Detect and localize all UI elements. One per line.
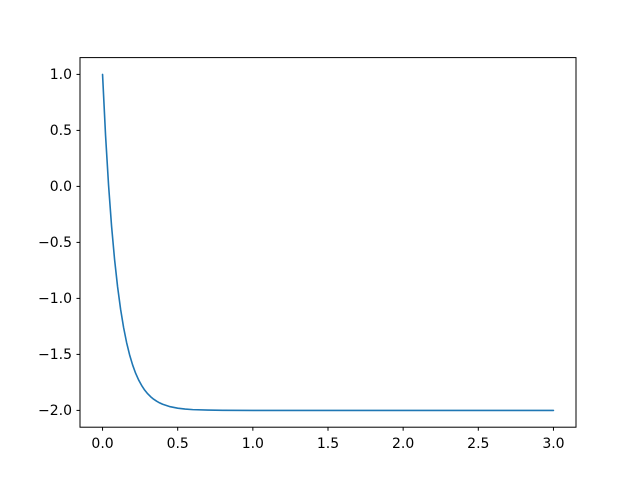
x-tick-label: 1.0 xyxy=(242,436,264,452)
x-tick-label: 2.5 xyxy=(467,436,489,452)
y-tick-label: 0.5 xyxy=(50,123,72,139)
x-tick-label: 1.5 xyxy=(317,436,339,452)
series-line xyxy=(101,73,555,412)
y-tick-label: −1.0 xyxy=(38,291,72,307)
y-tick-label: 1.0 xyxy=(50,67,72,83)
y-tick-label: −0.5 xyxy=(38,235,72,251)
y-tick-label: 0.0 xyxy=(50,179,72,195)
x-tick-label: 0.0 xyxy=(91,436,113,452)
plot-frame xyxy=(79,57,577,428)
x-tick-label: 3.0 xyxy=(542,436,564,452)
x-tick-label: 0.5 xyxy=(167,436,189,452)
y-tick-label: −2.0 xyxy=(38,403,72,419)
x-tick-label: 2.0 xyxy=(392,436,414,452)
plot-area: 0.0 0.5 1.0 1.5 2.0 2.5 3.0 1.0 0.5 0.0 −0.5 −1.0 −1… xyxy=(38,57,577,452)
y-tick-label: −1.5 xyxy=(38,347,72,363)
